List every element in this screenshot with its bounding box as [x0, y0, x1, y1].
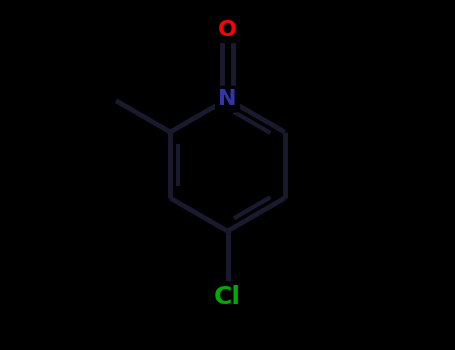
Text: N: N — [218, 89, 237, 109]
Text: Cl: Cl — [214, 285, 241, 309]
Text: O: O — [218, 20, 237, 40]
